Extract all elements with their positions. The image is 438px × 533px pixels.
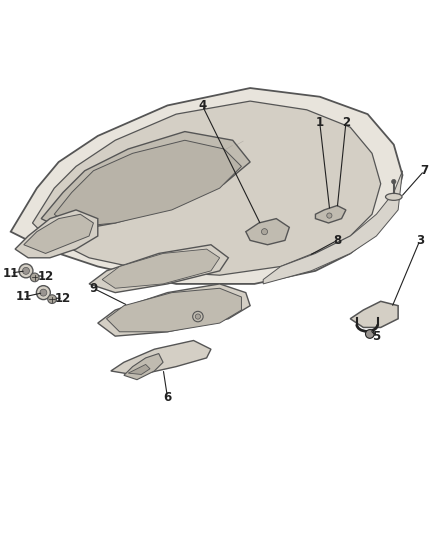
Text: 12: 12 (55, 292, 71, 305)
Text: 11: 11 (3, 266, 19, 279)
Polygon shape (41, 132, 250, 232)
Polygon shape (89, 245, 228, 293)
Circle shape (193, 311, 203, 322)
Text: 11: 11 (16, 290, 32, 303)
Polygon shape (11, 88, 403, 284)
Circle shape (392, 180, 396, 184)
Polygon shape (246, 219, 290, 245)
Circle shape (22, 268, 29, 274)
Polygon shape (350, 301, 398, 327)
Circle shape (48, 295, 57, 303)
Circle shape (365, 329, 374, 338)
Ellipse shape (385, 193, 402, 200)
Text: 3: 3 (416, 234, 424, 247)
Circle shape (19, 264, 33, 278)
Text: 5: 5 (372, 329, 381, 343)
Circle shape (195, 314, 201, 319)
Polygon shape (54, 140, 241, 228)
Circle shape (40, 289, 47, 296)
Polygon shape (124, 353, 163, 379)
Polygon shape (128, 365, 150, 375)
Text: 9: 9 (89, 282, 98, 295)
Text: 1: 1 (316, 116, 324, 130)
Circle shape (30, 273, 39, 282)
Circle shape (36, 286, 50, 300)
Text: 7: 7 (420, 164, 428, 177)
Polygon shape (98, 284, 250, 336)
Text: 12: 12 (37, 270, 54, 283)
Polygon shape (111, 341, 211, 375)
Text: 8: 8 (333, 234, 341, 247)
Circle shape (327, 213, 332, 218)
Text: 2: 2 (342, 116, 350, 130)
Circle shape (261, 229, 268, 235)
Polygon shape (315, 206, 346, 223)
Polygon shape (24, 214, 93, 254)
Polygon shape (32, 101, 381, 275)
Polygon shape (15, 210, 98, 258)
Polygon shape (263, 171, 403, 284)
Polygon shape (102, 249, 220, 288)
Text: 4: 4 (198, 99, 206, 112)
Text: 6: 6 (163, 391, 172, 403)
Polygon shape (106, 288, 241, 332)
